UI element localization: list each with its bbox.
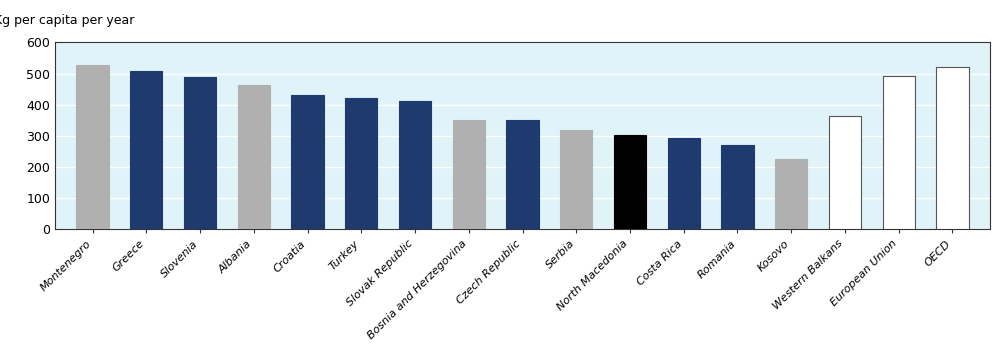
Bar <box>291 95 324 229</box>
Bar <box>76 65 109 229</box>
Bar <box>238 85 270 229</box>
Bar <box>506 120 539 229</box>
Bar <box>614 135 646 229</box>
Text: Kg per capita per year: Kg per capita per year <box>0 14 135 28</box>
Bar <box>775 159 807 229</box>
Bar <box>721 145 754 229</box>
Bar <box>883 76 915 229</box>
Bar <box>668 138 700 229</box>
Bar <box>345 98 377 229</box>
Bar <box>560 130 592 229</box>
Bar <box>184 77 216 229</box>
Bar <box>453 120 485 229</box>
Bar <box>399 101 431 229</box>
Bar <box>829 116 861 229</box>
Bar <box>936 67 969 229</box>
Bar <box>130 71 162 229</box>
